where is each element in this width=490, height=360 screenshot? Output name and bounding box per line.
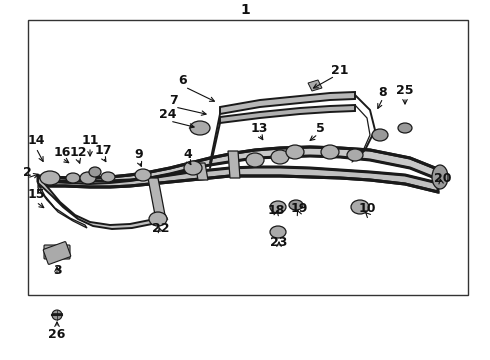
Ellipse shape [135, 169, 151, 181]
Text: 17: 17 [94, 144, 112, 157]
Polygon shape [308, 80, 322, 91]
Ellipse shape [40, 171, 60, 185]
Polygon shape [220, 92, 355, 114]
Text: 12: 12 [69, 145, 87, 158]
Text: 14: 14 [27, 134, 45, 147]
Ellipse shape [66, 173, 80, 183]
Text: 1: 1 [240, 3, 250, 17]
Ellipse shape [270, 226, 286, 238]
Text: 24: 24 [159, 108, 177, 122]
FancyBboxPatch shape [43, 242, 71, 264]
Polygon shape [40, 167, 438, 192]
Text: 16: 16 [53, 145, 71, 158]
Ellipse shape [398, 123, 412, 133]
Polygon shape [38, 176, 167, 229]
Text: 13: 13 [250, 122, 268, 135]
Polygon shape [38, 183, 87, 228]
Text: 21: 21 [331, 63, 349, 77]
Text: 4: 4 [184, 148, 193, 161]
Text: 11: 11 [81, 134, 99, 147]
Text: 6: 6 [179, 73, 187, 86]
Ellipse shape [271, 150, 289, 164]
Text: 20: 20 [434, 171, 452, 184]
Text: 19: 19 [290, 202, 308, 215]
Ellipse shape [190, 121, 210, 135]
Text: 3: 3 [53, 264, 61, 276]
Ellipse shape [372, 129, 388, 141]
Ellipse shape [351, 200, 369, 214]
Ellipse shape [270, 201, 286, 213]
Text: 8: 8 [379, 85, 387, 99]
Polygon shape [228, 151, 240, 178]
Ellipse shape [89, 167, 101, 177]
Text: 5: 5 [316, 122, 324, 135]
Polygon shape [38, 147, 440, 184]
Polygon shape [220, 105, 355, 123]
Text: 22: 22 [152, 221, 170, 234]
Circle shape [52, 310, 62, 320]
Text: 9: 9 [135, 148, 143, 162]
Polygon shape [148, 178, 165, 215]
Ellipse shape [432, 165, 448, 189]
FancyBboxPatch shape [44, 245, 70, 259]
Ellipse shape [184, 161, 202, 175]
Ellipse shape [286, 145, 304, 159]
Ellipse shape [149, 212, 167, 226]
Text: 25: 25 [396, 84, 414, 96]
Ellipse shape [80, 172, 96, 184]
Ellipse shape [321, 145, 339, 159]
Bar [28, 20, 468, 295]
Text: 10: 10 [358, 202, 376, 215]
Ellipse shape [101, 172, 115, 182]
Polygon shape [195, 163, 208, 180]
Text: 26: 26 [49, 328, 66, 342]
Text: 23: 23 [270, 235, 288, 248]
Text: 18: 18 [268, 203, 285, 216]
Text: 2: 2 [23, 166, 31, 179]
Ellipse shape [289, 200, 303, 210]
Text: 15: 15 [27, 189, 45, 202]
Ellipse shape [246, 153, 264, 167]
Ellipse shape [347, 149, 363, 161]
Text: 7: 7 [169, 94, 177, 107]
